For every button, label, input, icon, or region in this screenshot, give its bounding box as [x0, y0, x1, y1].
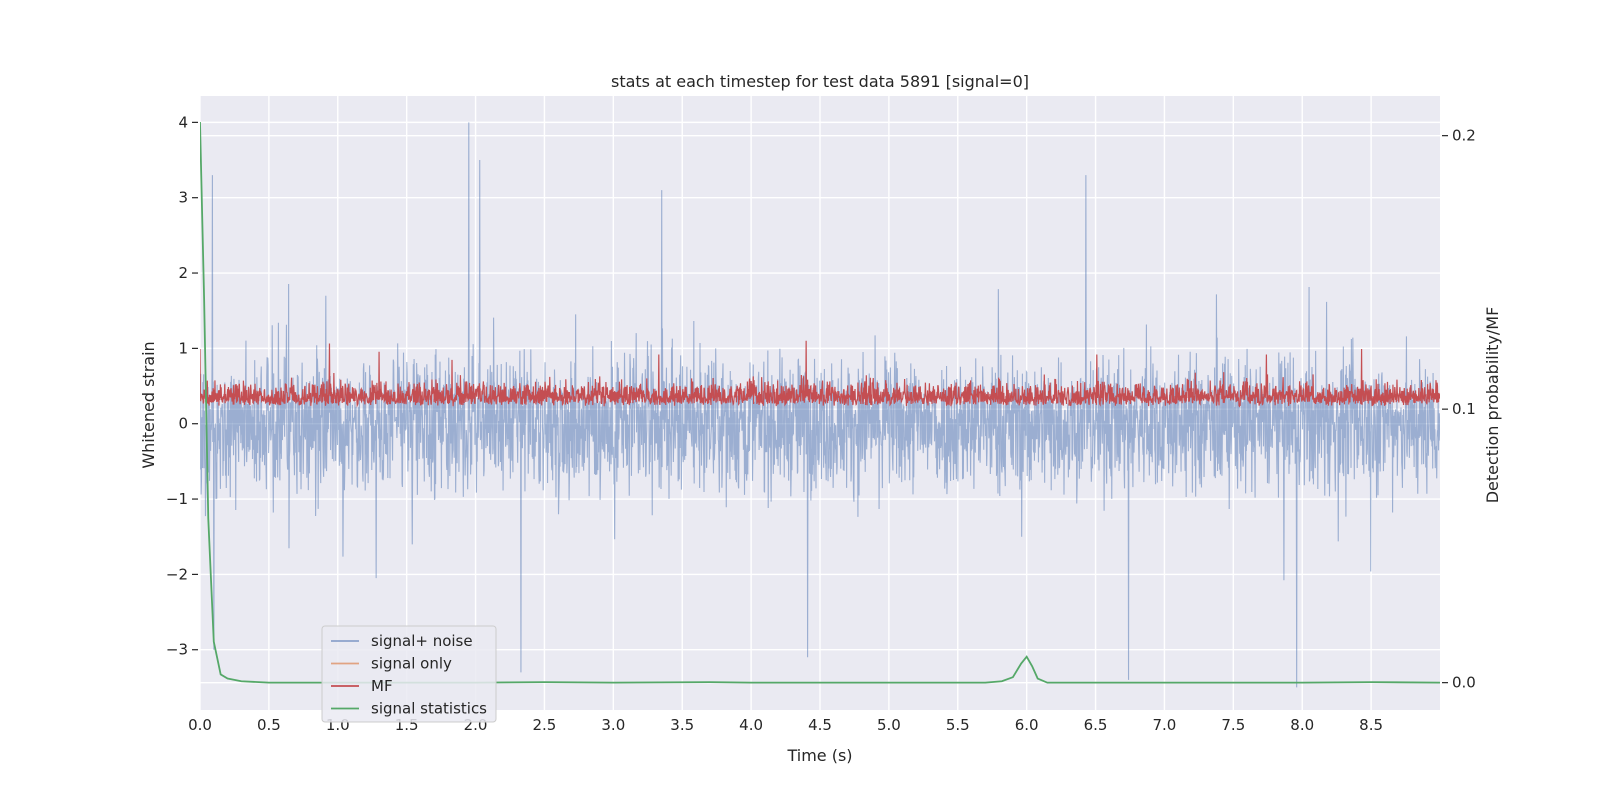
legend-label: MF [371, 677, 393, 695]
x-tick-label: 8.5 [1359, 716, 1383, 734]
y-tick-label: −3 [166, 641, 188, 659]
x-tick-label: 6.0 [1015, 716, 1039, 734]
chart-title: stats at each timestep for test data 589… [611, 72, 1029, 91]
x-tick-label: 4.0 [739, 716, 763, 734]
y-tick-label: 2 [178, 264, 188, 282]
y-tick-label: 4 [178, 113, 188, 131]
x-tick-label: 7.0 [1153, 716, 1177, 734]
y-axis-right-label: Detection probability/MF [1483, 307, 1502, 504]
y-tick-label: 3 [178, 189, 188, 207]
x-tick-label: 5.0 [877, 716, 901, 734]
y-tick-label: −1 [166, 490, 188, 508]
series-layer [200, 121, 1440, 688]
x-tick-label: 2.5 [533, 716, 557, 734]
x-tick-label: 8.0 [1290, 716, 1314, 734]
x-tick-label: 7.5 [1221, 716, 1245, 734]
series-mf-line [200, 340, 1440, 408]
x-tick-label: 5.5 [946, 716, 970, 734]
x-tick-label: 0.5 [257, 716, 281, 734]
legend-label: signal+ noise [371, 632, 473, 650]
x-tick-label: 6.5 [1084, 716, 1108, 734]
x-tick-label: 3.0 [601, 716, 625, 734]
y-tick-label: 0 [178, 415, 188, 433]
y-right-tick-label: 0.0 [1452, 674, 1476, 692]
legend-label: signal only [371, 655, 452, 673]
x-tick-label: 0.0 [188, 716, 212, 734]
x-tick-label: 3.5 [670, 716, 694, 734]
y-tick-label: 1 [178, 339, 188, 357]
x-axis-label: Time (s) [786, 746, 852, 765]
x-tick-label: 4.5 [808, 716, 832, 734]
y-axis-label: Whitened strain [139, 341, 158, 468]
axes: 0.0 0.5 1.0 1.5 2.0 2.5 3.0 3.5 4.0 4.5 5.0 5.5 6.0 6… [166, 113, 1476, 734]
y-tick-label: −2 [166, 565, 188, 583]
legend: signal+ noise signal only MF signal statist… [321, 625, 497, 723]
legend-label: signal statistics [371, 700, 487, 718]
y-right-tick-label: 0.2 [1452, 127, 1476, 145]
legend-box [321, 625, 497, 723]
series-signal-statistics-line [200, 121, 1440, 684]
y-right-tick-label: 0.1 [1452, 400, 1476, 418]
series-signal-noise-line [200, 122, 1440, 688]
